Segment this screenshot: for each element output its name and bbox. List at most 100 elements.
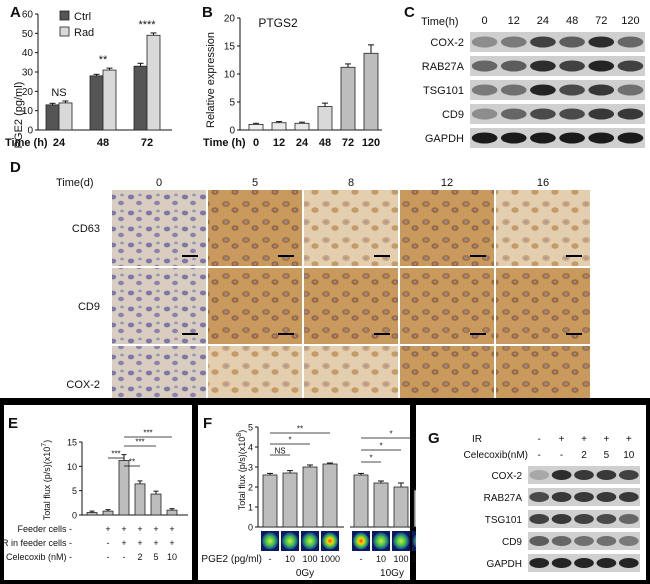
bar (146, 34, 161, 131)
x-tick-label: 120 (362, 137, 380, 149)
y-axis-label: Total flux (p/s)(x107) (41, 440, 52, 520)
bioluminescence-signal (262, 532, 278, 550)
pge2-label: PGE2 (pg/ml) (201, 554, 262, 565)
x-tick-label: 12 (273, 137, 285, 149)
treatment-value: 10 (167, 552, 177, 562)
treatment-value: + (137, 538, 142, 548)
celecoxib-label: Celecoxib(nM) (464, 450, 528, 461)
bar (353, 474, 369, 528)
y-axis-ticks: 0 5 10 15 (67, 438, 83, 521)
blot-band (588, 84, 615, 96)
y-tick-label: 10 (224, 70, 236, 81)
significance-label: * (288, 436, 291, 445)
y-axis-label: PGE2 (pg/ml) (13, 82, 25, 149)
bioluminescence-images (261, 531, 430, 551)
ir-label: IR (472, 434, 482, 445)
blot-band (500, 84, 527, 96)
treatment-value: + (169, 538, 174, 548)
blot-band (559, 108, 585, 120)
y-tick-label: 3 (248, 463, 253, 473)
bar (134, 483, 146, 516)
blot-header: Time(h) (421, 16, 458, 28)
blot-band (529, 492, 550, 502)
ir-value: + (559, 434, 565, 445)
bar-group: 0 12 24 48 72 120 (240, 44, 382, 149)
blot-rows: COX-2 RAB27A TSG101 CD9 GAPDH (484, 466, 640, 572)
bioluminescence-signal (322, 532, 338, 550)
panel-label-e: E (8, 415, 18, 432)
ihc-image (112, 268, 206, 344)
y-tick-label: 50 (22, 29, 34, 40)
blot-band (551, 558, 572, 568)
treatment-value: - (107, 552, 110, 562)
blot-band (617, 84, 644, 96)
blot-band (559, 36, 585, 48)
legend-swatch-rad (59, 26, 70, 37)
blot-row-label: TSG101 (485, 515, 523, 526)
y-tick-label: 5 (229, 98, 235, 109)
y-axis-ticks: 0 10 20 30 40 50 60 (22, 10, 39, 137)
lane-label: 12 (508, 15, 520, 27)
blot-band (588, 60, 615, 72)
y-tick-label: 60 (22, 10, 34, 21)
blot-band (617, 108, 644, 120)
y-axis-label: Relative expression (205, 32, 217, 128)
significance-label: ** (129, 458, 135, 467)
celecoxib-value: 2 (581, 450, 587, 461)
ihc-image (208, 190, 302, 266)
blot-row-label: RAB27A (422, 61, 465, 73)
bar (89, 75, 104, 131)
dose-label: - (360, 554, 363, 564)
bar (363, 52, 379, 131)
treatment-value: 2 (137, 552, 142, 562)
panel-a: A Ctrl Rad PGE2 (pg/ml) Time (h) 0 10 20 30… (5, 4, 172, 149)
blot-row-label: GAPDH (486, 559, 522, 570)
y-tick-label: 10 (22, 106, 34, 117)
bioluminescence-signal (353, 532, 369, 550)
ihc-column-label: 12 (441, 177, 453, 189)
x-axis-label: Time (h) (5, 137, 48, 149)
bar (302, 466, 318, 528)
blot-band (530, 36, 556, 48)
celecoxib-value: - (538, 450, 541, 461)
bioluminescence-signal (282, 532, 298, 550)
blot-band (588, 36, 615, 48)
blot-band (471, 132, 498, 144)
ihc-image (112, 190, 206, 266)
blot-band (471, 84, 498, 96)
blot-band (471, 60, 498, 72)
y-tick-label: 20 (22, 87, 34, 98)
blot-band (529, 558, 550, 568)
blot-band (551, 470, 572, 480)
legend-label-rad: Rad (74, 27, 94, 39)
dose-label: - (269, 554, 272, 564)
treatment-value: 5 (153, 552, 158, 562)
treatment-value: - (107, 538, 110, 548)
lane-label: 120 (621, 15, 639, 27)
y-tick-label: 30 (22, 68, 34, 79)
treatment-value: + (121, 538, 126, 548)
blot-band (559, 60, 585, 72)
ihc-image (400, 268, 494, 344)
blot-band (500, 36, 527, 48)
ihc-image (400, 190, 494, 266)
blot-band (588, 132, 615, 144)
x-tick-label: 72 (141, 137, 153, 149)
blot-band (529, 536, 550, 546)
bar (393, 486, 409, 528)
ihc-column-label: 0 (156, 177, 162, 189)
bioluminescence-signal (302, 532, 318, 550)
blot-rows: COX-2 RAB27A TSG101 CD9 GAPDH (422, 32, 645, 148)
y-tick-label: 40 (22, 48, 34, 59)
treatment-table: Feeder cells - + + + + + IR in feeder cells - -… (0, 524, 177, 562)
significance-label: *** (111, 450, 120, 459)
blot-band (529, 514, 550, 524)
y-axis-ticks: 0 5 10 15 20 (224, 14, 241, 137)
y-tick-label: 1 (248, 503, 253, 513)
blot-band (551, 492, 572, 502)
panel-label-g: G (428, 430, 440, 447)
bar (45, 104, 60, 131)
treatment-row-label: Celecoxib (nM) - (6, 552, 72, 562)
ir-value: + (603, 434, 609, 445)
treatment-value: + (105, 524, 110, 534)
